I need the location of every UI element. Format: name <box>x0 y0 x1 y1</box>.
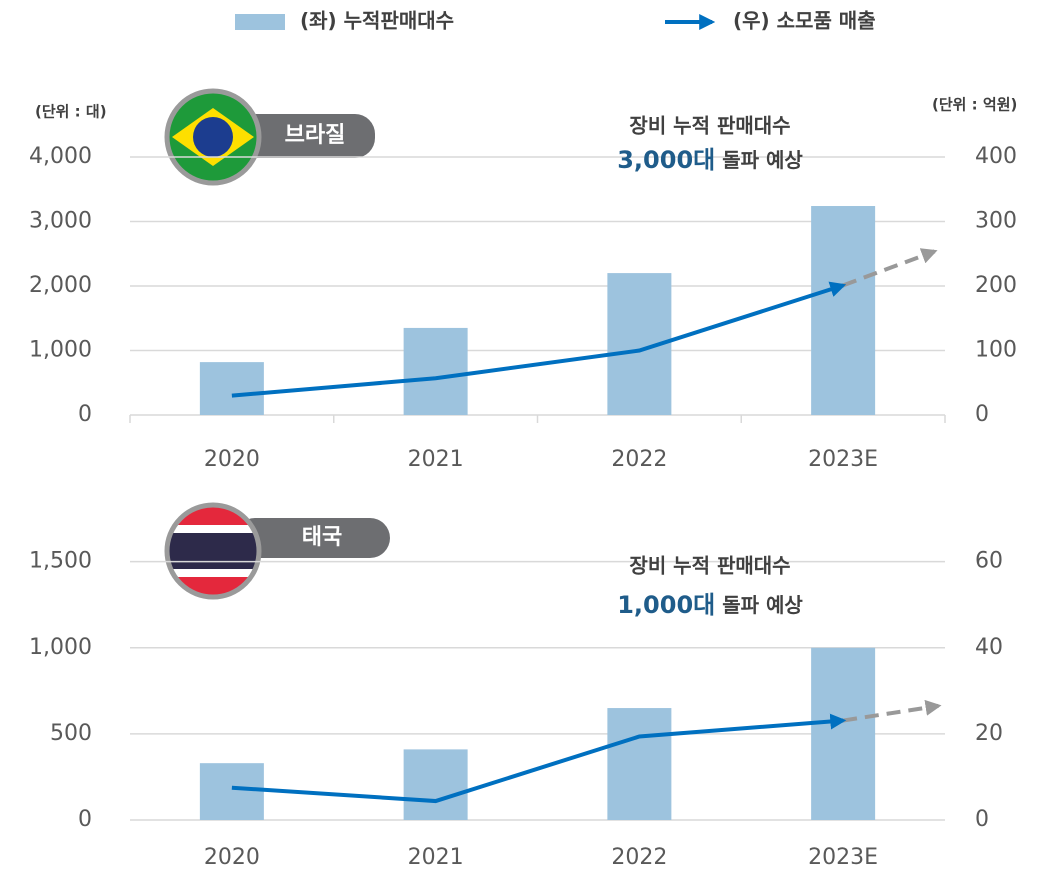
y2-tick-label: 60 <box>975 549 1003 574</box>
annotation: 장비 누적 판매대수 <box>629 554 790 578</box>
x-tick-label: 2023E <box>808 845 878 870</box>
legend-swatch <box>235 14 285 30</box>
flag-border <box>164 502 262 600</box>
y-tick-label: 1,000 <box>29 635 92 660</box>
bar <box>607 708 672 820</box>
x-tick-label: 2022 <box>611 447 667 472</box>
annotation: 3,000대 돌파 예상 <box>617 146 803 174</box>
annotation-highlight: 1,000대 <box>617 591 715 619</box>
y2-tick-label: 40 <box>975 635 1003 660</box>
y-tick-label: 0 <box>78 807 92 832</box>
y2-tick-label: 100 <box>975 338 1017 363</box>
x-tick-label: 2022 <box>611 845 667 870</box>
y2-tick-label: 20 <box>975 721 1003 746</box>
badge <box>235 518 390 558</box>
bar <box>199 362 264 415</box>
annotation-highlight: 3,000대 <box>617 146 715 174</box>
line <box>231 713 847 804</box>
x-tick-label: 2021 <box>408 845 464 870</box>
y2-tick-label: 300 <box>975 209 1017 234</box>
y2-tick-label: 0 <box>975 402 989 427</box>
bar <box>403 327 468 415</box>
x-tick-label: 2023E <box>808 447 878 472</box>
annotation-text: 돌파 예상 <box>715 148 803 172</box>
y-tick-label: 1,500 <box>29 549 92 574</box>
y-tick-label: 2,000 <box>29 273 92 298</box>
y-tick-label: 3,000 <box>29 209 92 234</box>
projection-arrow <box>842 699 942 723</box>
y2-tick-label: 0 <box>975 807 989 832</box>
country-label: 태국 <box>302 525 342 550</box>
x-tick-label: 2020 <box>204 845 260 870</box>
annotation-text: 돌파 예상 <box>715 593 803 617</box>
legend-label: (우) 소모품 매출 <box>733 9 876 33</box>
bar <box>811 206 876 415</box>
flag <box>169 93 257 181</box>
legend-label: (좌) 누적판매대수 <box>300 9 454 33</box>
annotation: 1,000대 돌파 예상 <box>617 591 803 619</box>
x-tick-label: 2020 <box>204 447 260 472</box>
y-tick-label: 0 <box>78 402 92 427</box>
y-tick-label: 4,000 <box>29 144 92 169</box>
unit-label: (단위 : 대) <box>35 103 107 121</box>
projection-arrow <box>842 248 938 288</box>
line <box>231 281 847 398</box>
bar <box>199 763 264 820</box>
x-tick-label: 2021 <box>408 447 464 472</box>
unit-label: (단위 : 억원) <box>932 96 1017 114</box>
bar <box>403 749 468 820</box>
flag-border <box>164 88 262 186</box>
y2-tick-label: 200 <box>975 273 1017 298</box>
y-tick-label: 500 <box>50 721 92 746</box>
y-tick-label: 1,000 <box>29 338 92 363</box>
badge <box>235 114 375 158</box>
bar <box>811 647 876 820</box>
annotation: 장비 누적 판매대수 <box>629 114 790 138</box>
y2-tick-label: 400 <box>975 144 1017 169</box>
country-label: 브라질 <box>285 123 346 148</box>
